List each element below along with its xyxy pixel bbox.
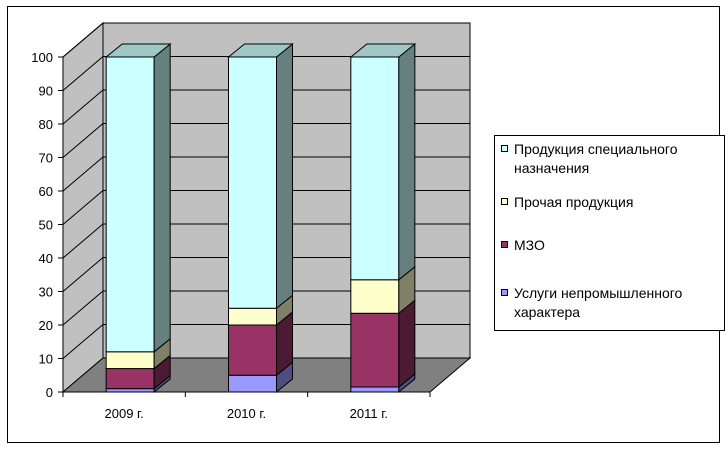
y-tick-label: 0 [46,385,53,400]
bar-front [228,324,277,376]
y-tick-label: 30 [39,285,53,300]
bar-top [227,43,294,58]
legend-label: Продукция специального назначения [514,141,678,176]
gridlines [62,22,470,359]
bar-front [228,307,277,326]
bar-front [228,56,277,309]
legend-label: МЗО [514,237,545,253]
y-tick-label: 40 [39,251,53,266]
bar-front [105,388,155,393]
bar-segment [227,42,294,310]
y-tick-labels: 0 10 20 30 40 50 60 70 80 90 100 [31,50,53,400]
bar-front [350,279,400,314]
gridline [62,190,470,225]
bars [104,42,417,394]
bar-segment [228,310,293,377]
bar-front [350,386,400,393]
gridline [62,223,470,259]
y-tick-label: 100 [31,50,53,65]
gridline [62,123,470,158]
bar-segment [104,42,172,353]
bar-side [276,42,293,310]
legend-swatch [501,198,508,205]
bar-side [153,42,171,353]
y-tick-label: 50 [39,218,53,233]
legend-swatch [501,145,508,152]
bar-front [105,351,155,370]
y-tick-label: 80 [39,117,53,132]
gridline [62,324,470,359]
bar-side [398,299,416,389]
y-tick-label: 60 [39,184,53,199]
bar-stack [227,42,294,394]
bar-stack [104,42,172,394]
chart-plot: 0 10 20 30 40 50 60 70 80 90 100 2009 г. 2010 г. 201… [31,21,472,421]
legend-label: Прочая продукция [514,194,634,210]
bar-segment [105,337,171,370]
bar-side [398,42,416,281]
chart-area: 0 10 20 30 40 50 60 70 80 90 100 2009 г. 2010 г. 201… [7,6,725,443]
bar-front [105,368,155,390]
gridline [62,156,470,192]
bar-top [349,43,417,58]
gridline [62,22,470,58]
bar-front [350,56,400,281]
bar-top [104,43,172,58]
bar-front [105,56,155,353]
x-tick-labels: 2009 г. 2010 г. 2011 г. [105,406,388,421]
x-tick-label: 2010 г. [227,406,266,421]
bar-segment [228,361,293,394]
x-tick-label: 2009 г. [105,406,144,421]
x-tick-label: 2011 г. [350,406,388,421]
legend-swatch [501,289,508,296]
gridline [62,89,470,125]
bar-front [228,374,277,393]
gridline [62,56,470,91]
legend: Продукция специального назначения Прочая … [494,135,725,331]
y-tick-label: 20 [39,318,53,333]
bar-segment [350,265,416,315]
legend-swatch [501,241,508,248]
gridline [62,290,470,326]
gridline [62,257,470,292]
bar-stack [349,42,417,394]
bar-segment [349,42,417,281]
y-tick-label: 70 [39,151,53,166]
y-tick-label: 10 [39,352,53,367]
y-tick-label: 90 [39,84,53,99]
legend-label: Услуги непромышленного характера [514,285,683,320]
bar-front [350,312,400,388]
